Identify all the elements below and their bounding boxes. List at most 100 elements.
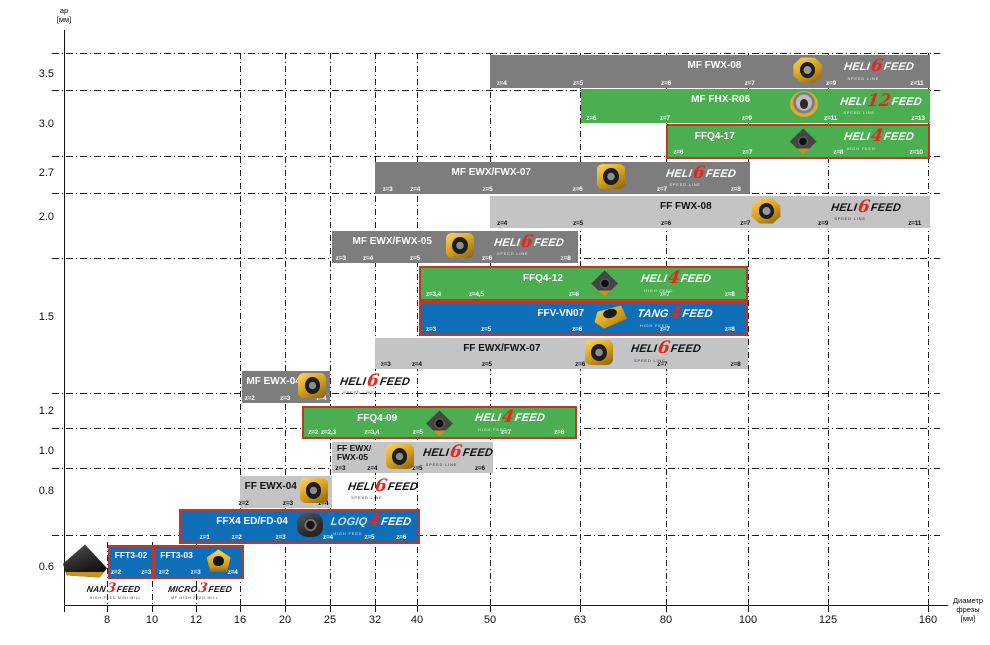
bar-title: FF EWX/FWX-07 xyxy=(463,343,541,354)
teeth-count-label: z=5 xyxy=(364,534,375,541)
x-axis-tick xyxy=(417,605,418,612)
brand-logo-heli6feed: HELI 6 FEED SPEED LINE xyxy=(422,442,494,467)
bar-title: FFX4 ED/FD-04 xyxy=(216,516,288,527)
brand-logo-text: 3 xyxy=(105,580,117,596)
teeth-count-label: z=3 xyxy=(141,569,152,576)
x-axis-tick xyxy=(490,605,491,612)
x-axis-tick xyxy=(285,605,286,612)
x-tick-label: 50 xyxy=(483,614,497,626)
teeth-count-label: z=3 xyxy=(282,500,293,507)
teeth-count-label: z=4 xyxy=(367,465,378,472)
x-tick-label: 125 xyxy=(818,614,838,626)
brand-logo-logiq4feed: LOGIQ 4 FEED HIGH FEED xyxy=(330,511,412,536)
insert-icon-ffq4-12 xyxy=(591,270,619,297)
insert-icon-mf-ewx-04 xyxy=(298,373,327,398)
brand-logo-text: HELI xyxy=(474,411,502,424)
teeth-count-label: z=2,3 xyxy=(320,429,336,436)
gridline-vertical-short xyxy=(107,542,108,605)
product-bar-ff-ewx-04: FF EWX-04 z=2 z=3 z=4 xyxy=(238,476,332,508)
teeth-count-label: z=2 xyxy=(238,500,249,507)
row-separator xyxy=(52,90,940,91)
y-tick-label: 3.0 xyxy=(38,118,54,130)
brand-logo-subtext: SPEED LINE xyxy=(496,250,529,256)
brand-logo-text: MICRO xyxy=(167,583,199,594)
y-axis-title: ap [мм] xyxy=(40,6,88,24)
x-tick-label: 12 xyxy=(189,614,203,626)
brand-logo-text: 4 xyxy=(869,126,884,147)
x-axis-title-line2: фрезы xyxy=(956,605,980,614)
y-tick-label: 1.5 xyxy=(38,311,54,323)
bar-title: FFT3-03 xyxy=(160,550,193,560)
teeth-count-label: z=4 xyxy=(410,186,421,193)
teeth-count-label: z=6 xyxy=(474,465,485,472)
teeth-count-label: z=2 xyxy=(244,395,255,402)
x-tick-label: 80 xyxy=(659,614,673,626)
brand-logo-heli6feed: HELI 6 FEED SPEED LINE xyxy=(493,231,565,256)
brand-logo-subtext: SPEED LINE xyxy=(634,357,666,363)
brand-logo-text: HELI xyxy=(665,167,694,180)
brand-logo-text: 6 xyxy=(519,231,535,252)
teeth-count-label: z=3 xyxy=(380,361,391,368)
brand-logo-subtext: HIGH FEED xyxy=(846,145,876,151)
insert-icon-ffq4-09 xyxy=(426,410,453,437)
insert-icon-mf-ewx-fwx-07 xyxy=(597,164,626,189)
brand-logo-nan3feed: NAN 3 FEED HIGH-FEED MINI MILL xyxy=(86,580,142,600)
brand-logo-text: 6 xyxy=(870,55,885,76)
x-axis-tick xyxy=(107,605,108,612)
y-tick-label: 0.6 xyxy=(38,561,54,573)
y-tick-label: 0.8 xyxy=(38,485,54,497)
brand-logo-text: 6 xyxy=(691,162,707,183)
teeth-count-label: z=4 xyxy=(362,255,373,262)
brand-logo-heli6feed: HELI 6 FEED SPEED LINE xyxy=(665,162,738,187)
brand-logo-heli4feed: HELI 4 FEED HIGH FEED xyxy=(640,268,712,293)
teeth-count-label: z=6 xyxy=(660,220,672,227)
row-separator xyxy=(52,468,940,469)
x-tick-label: 160 xyxy=(918,614,938,626)
brand-logo-subtext: SPEED LINE xyxy=(834,215,866,221)
brand-logo-subtext: HIGH FEED xyxy=(333,530,363,536)
insert-icon-ffx4-ed-fd-04 xyxy=(297,513,324,537)
teeth-count-label: z=1 xyxy=(199,534,210,541)
product-bar-ff-ewx-fwx-07: FF EWX/FWX-07 z=3 z=4 z=5 z=6 z=7 z=8 HELI 6 FEED… xyxy=(375,338,748,369)
gridline-vertical xyxy=(928,53,929,605)
product-bar-mf-ewx-fwx-05: MF EWX/FWX-05 z=3 z=4 z=5 z=6 z=8 HELI 6 FEED SPE… xyxy=(332,231,578,263)
teeth-count-label: z=8 xyxy=(833,149,844,156)
teeth-count-label: z=7 xyxy=(656,186,667,193)
insert-icon-ff-fwx-08 xyxy=(751,198,781,224)
brand-logo-text: FEED xyxy=(681,307,714,320)
brand-logo-heli12feed: HELI 12 FEED SPEED LINE xyxy=(839,90,923,114)
x-tick-label: 100 xyxy=(738,614,758,626)
brand-logo-text: FEED xyxy=(513,411,546,424)
x-axis-tick xyxy=(330,605,331,612)
brand-logo-text: 6 xyxy=(365,370,381,391)
insert-icon-external xyxy=(62,544,108,578)
teeth-count-label: z=5 xyxy=(480,326,492,333)
x-tick-label: 40 xyxy=(410,614,424,626)
brand-logo-subtext: HIGH FEED xyxy=(639,322,669,328)
teeth-count-label: z=6 xyxy=(481,255,492,262)
brand-logo-text: 4 xyxy=(666,268,682,289)
gridline-vertical xyxy=(240,53,241,605)
bar-title: FFT3-02 xyxy=(114,550,148,560)
brand-logo-text: 3 xyxy=(197,580,209,596)
brand-logo-subtext: SPEED LINE xyxy=(425,461,458,467)
y-axis-title-line2: [мм] xyxy=(56,15,72,24)
teeth-count-label: z=7 xyxy=(659,115,670,122)
teeth-count-label: z=7 xyxy=(500,429,511,436)
bar-title: MF EWX/FWX-05 xyxy=(352,236,432,247)
brand-logo-text: HELI xyxy=(839,94,868,107)
x-tick-label: 16 xyxy=(233,614,247,626)
x-tick-label: 8 xyxy=(103,614,111,626)
brand-logo-text: NAN xyxy=(86,583,107,594)
product-bar-fft3-03: FFT3-03 z=2 z=3 z=4 xyxy=(154,545,244,579)
brand-logo-text: FEED xyxy=(387,480,419,493)
x-axis-tick xyxy=(240,605,241,612)
brand-logo-text: FEED xyxy=(669,342,702,355)
brand-logo-tang4feed: TANG 4 FEED HIGH FEED xyxy=(636,303,714,328)
y-axis-line xyxy=(64,30,65,612)
teeth-count-label: z=4 xyxy=(316,395,327,402)
teeth-count-label: z=3,4 xyxy=(364,429,380,436)
brand-logo-subtext: HIGH FEED xyxy=(644,287,674,293)
y-tick-label: 1.0 xyxy=(38,445,54,457)
